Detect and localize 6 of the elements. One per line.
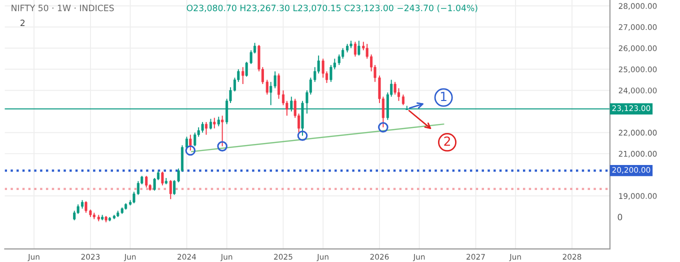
annotation: NIFTY 50 · 1W · INDICES <box>12 4 114 12</box>
annotation: O23,080.70 H23,267.30 L23,070.15 C23,123.00 −243.70 (−1.04%) <box>186 4 478 12</box>
annotation: 1 <box>440 92 446 101</box>
annotation: 2 <box>444 136 450 146</box>
text: 0 <box>618 214 622 220</box>
annotation: 2 <box>20 20 25 26</box>
